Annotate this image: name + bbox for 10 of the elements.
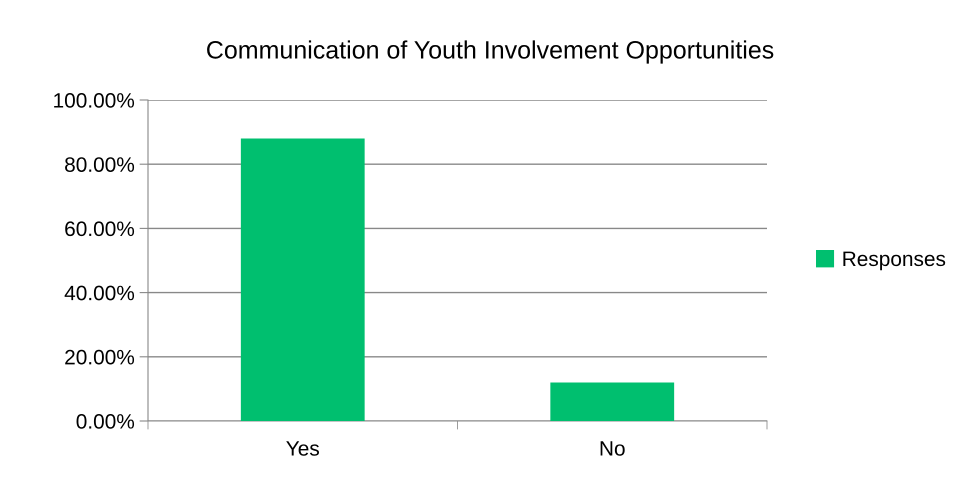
y-tick-label: 0.00% <box>76 414 134 429</box>
y-tick-label: 20.00% <box>65 350 134 365</box>
x-tick-label: Yes <box>286 441 319 456</box>
legend-label: Responses <box>843 252 946 270</box>
y-tick-label: 60.00% <box>65 221 134 236</box>
y-tick-label: 100.00% <box>54 93 134 108</box>
chart-title: Communication of Youth Involvement Opportunities <box>207 40 774 64</box>
y-tick-label: 40.00% <box>64 286 134 300</box>
y-tick-label: 80.00% <box>65 157 134 172</box>
x-tick-label: No <box>600 441 625 456</box>
